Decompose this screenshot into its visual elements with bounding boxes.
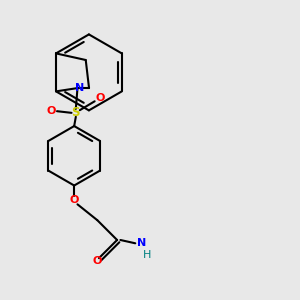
Text: O: O — [93, 256, 102, 266]
Text: N: N — [137, 238, 146, 248]
Text: H: H — [142, 250, 151, 260]
Text: O: O — [96, 93, 105, 103]
Text: O: O — [46, 106, 56, 116]
Text: N: N — [74, 83, 84, 93]
Text: O: O — [70, 195, 79, 206]
Text: S: S — [72, 106, 80, 119]
